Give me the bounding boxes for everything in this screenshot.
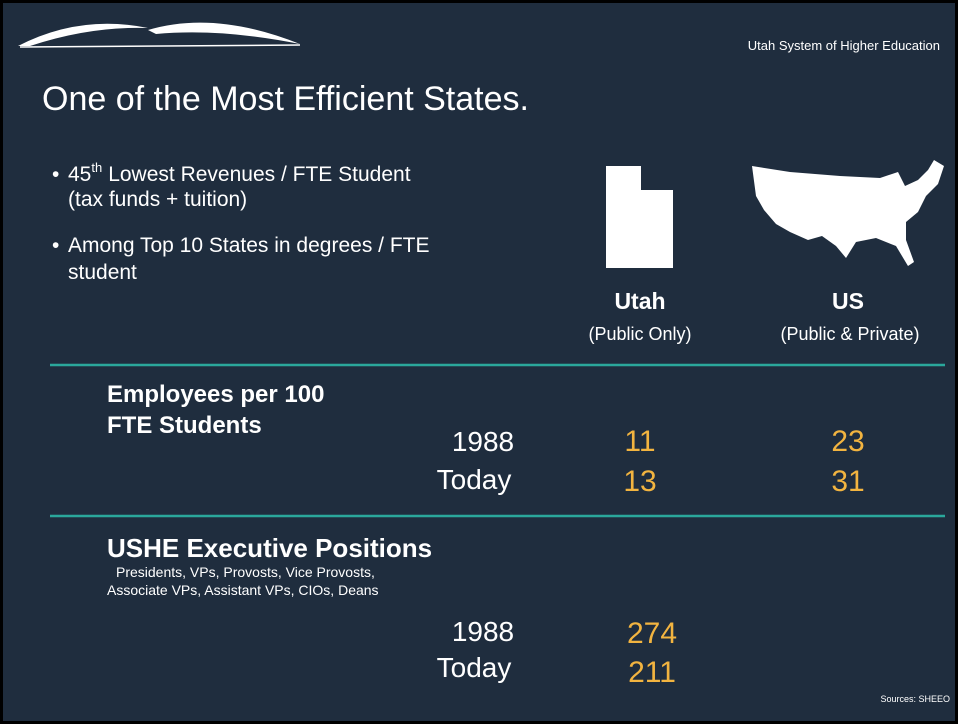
bullet-text: 45th Lowest Revenues / FTE Student [68,160,411,186]
utah-value: 13 [623,465,656,498]
logo-arc [148,22,300,44]
column-name: Utah [614,288,665,314]
background [3,3,955,721]
bullet-line: Among Top 10 States in degrees / FTE [68,234,429,257]
column-note: (Public Only) [588,324,691,344]
row-label: Today [437,464,512,495]
section-title: USHE Executive Positions [107,533,432,563]
logo-line [19,44,301,48]
row-label: 1988 [452,616,514,647]
rank: 45 [68,163,91,186]
slide-title: One of the Most Efficient States. [42,80,529,118]
row-label: Today [437,652,512,683]
utah-value: 11 [624,425,655,458]
source: Sources: SHEEO [880,694,950,704]
us-value: 31 [831,465,864,498]
rank-suffix: th [91,160,102,175]
section-subtitle: Presidents, VPs, Provosts, Vice Provosts… [116,564,375,580]
row-label: 1988 [452,426,514,457]
section-title: FTE Students [107,412,262,439]
bullet: • [52,234,59,257]
section-title: Employees per 100 [107,381,324,408]
utah-map [606,166,673,268]
bullet-line: (tax funds + tuition) [68,188,247,211]
org-name: Utah System of Higher Education [748,38,940,53]
bullet-line: student [68,261,137,284]
column-note: (Public & Private) [780,324,919,344]
utah-value: 274 [627,617,677,650]
us-map [752,160,944,266]
logo-arc [18,23,148,46]
bullet: • [52,163,59,186]
us-value: 23 [831,425,864,458]
utah-value: 211 [628,656,676,689]
bullet-line: Lowest Revenues / FTE Student [108,163,410,186]
column-name: US [832,288,864,314]
section-subtitle: Associate VPs, Assistant VPs, CIOs, Dean… [107,582,379,598]
